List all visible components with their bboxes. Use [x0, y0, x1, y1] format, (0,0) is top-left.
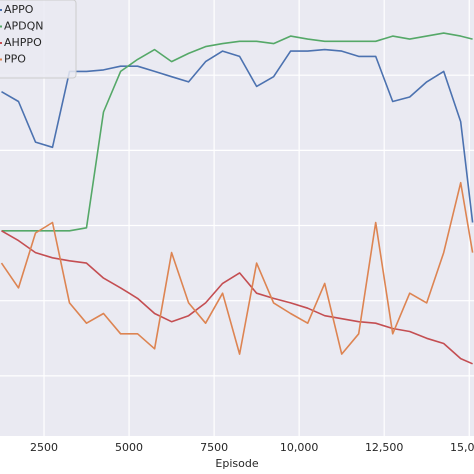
x-tick-label: 5000: [115, 441, 143, 454]
legend-label: PPO: [4, 53, 26, 66]
x-axis-label: Episode: [215, 457, 258, 470]
x-tick-label: 15,000: [450, 441, 474, 454]
x-tick-label: 2500: [30, 441, 58, 454]
x-tick-label: 10,000: [280, 441, 319, 454]
x-tick-label: 7500: [200, 441, 228, 454]
plot-area: [0, 0, 474, 436]
series-line: [1, 32, 473, 232]
series-line: [1, 230, 473, 365]
legend-label: APDQN: [4, 20, 44, 33]
legend: APPO APDQN AHPPO PPO: [0, 0, 77, 79]
series-line: [0, 181, 474, 355]
legend-label: APPO: [4, 3, 34, 16]
legend-box: [0, 0, 77, 79]
series-line: [1, 48, 474, 223]
legend-label: AHPPO: [4, 36, 42, 49]
x-tick-label: 12,500: [365, 441, 404, 454]
